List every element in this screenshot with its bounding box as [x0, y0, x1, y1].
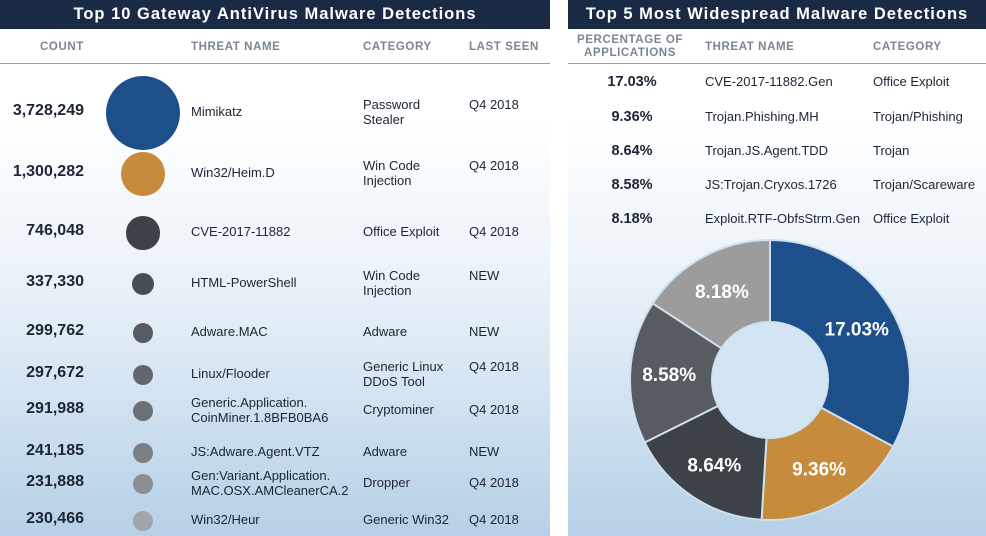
donut-slice: [629, 302, 723, 444]
threat-name: Win32/Heur: [191, 512, 260, 527]
threat-name: Adware.MAC: [191, 324, 268, 339]
last-seen: Q4 2018: [469, 512, 519, 527]
threat-category: Password Stealer: [363, 97, 421, 127]
percentage-value: 9.36%: [611, 109, 653, 125]
threat-category: Generic Linux DDoS Tool: [363, 359, 444, 389]
threat-name-header: THREAT NAME: [191, 41, 281, 53]
threat-name-header: THREAT NAME: [705, 41, 795, 53]
donut-slice-label: 8.58%: [642, 365, 696, 386]
detection-bubble: [132, 400, 154, 422]
last-seen: Q4 2018: [469, 475, 519, 490]
last-seen: Q4 2018: [469, 402, 519, 417]
donut-slice: [760, 406, 895, 521]
percentage-header-line2: APPLICATIONS: [584, 47, 676, 59]
threat-name: Generic.Application. CoinMiner.1.8BFB0BA…: [191, 395, 329, 425]
category-header: CATEGORY: [363, 41, 432, 53]
count-value: 3,728,249: [12, 102, 84, 119]
threat-category: Office Exploit: [873, 74, 950, 89]
category-header: CATEGORY: [873, 41, 942, 53]
top10-title: Top 10 Gateway AntiVirus Malware Detecti…: [0, 0, 550, 29]
threat-name: JS:Trojan.Cryxos.1726: [705, 177, 837, 192]
donut-slice-label: 17.03%: [825, 319, 890, 340]
threat-name: CVE-2017-11882.Gen: [705, 74, 833, 89]
detection-bubble: [106, 76, 180, 150]
percentage-value: 8.64%: [611, 143, 653, 159]
last-seen: NEW: [469, 444, 500, 459]
donut-slice-label: 8.64%: [687, 455, 741, 476]
threat-name: Trojan.JS.Agent.TDD: [705, 143, 829, 158]
threat-name: Mimikatz: [191, 104, 243, 119]
count-value: 746,048: [26, 222, 84, 239]
percentage-value: 17.03%: [607, 74, 657, 90]
count-value: 1,300,282: [12, 163, 84, 180]
count-value: 230,466: [26, 510, 84, 527]
threat-name: Win32/Heim.D: [191, 165, 275, 180]
threat-category: Win Code Injection: [363, 268, 421, 298]
detection-bubble: [133, 443, 153, 463]
detection-bubble: [132, 364, 154, 386]
header-divider: [568, 63, 986, 64]
threat-category: Trojan/Scareware: [873, 177, 976, 192]
donut-slice: [643, 404, 768, 521]
count-value: 231,888: [26, 473, 84, 490]
donut-slice: [651, 238, 771, 350]
percentage-header: PERCENTAGE OF APPLICATIONS: [568, 34, 692, 60]
donut-slice: [769, 238, 911, 448]
donut-slice-label: 9.36%: [792, 459, 846, 480]
threat-name: Exploit.RTF-ObfsStrm.Gen: [705, 211, 861, 226]
count-value: 337,330: [26, 273, 84, 290]
threat-category: Office Exploit: [873, 211, 950, 226]
threat-name: Trojan.Phishing.MH: [705, 109, 819, 124]
threat-category: Trojan/Phishing: [873, 109, 963, 124]
threat-category: Adware: [363, 444, 408, 459]
count-value: 241,185: [26, 442, 84, 459]
threat-name: CVE-2017-11882: [191, 224, 291, 239]
percentage-value: 8.18%: [611, 211, 653, 227]
donut-slice-label: 8.18%: [695, 282, 749, 303]
count-value: 299,762: [26, 322, 84, 339]
percentage-value: 8.58%: [611, 177, 653, 193]
detection-bubble: [131, 272, 155, 296]
donut-hole: [713, 323, 827, 437]
last-seen: Q4 2018: [469, 158, 519, 173]
last-seen: Q4 2018: [469, 97, 519, 112]
detection-bubble: [133, 511, 153, 531]
threat-category: Adware: [363, 324, 408, 339]
count-value: 291,988: [26, 400, 84, 417]
last-seen: Q4 2018: [469, 359, 519, 374]
percentage-header-line1: PERCENTAGE OF: [577, 34, 683, 46]
count-header: COUNT: [40, 41, 84, 53]
threat-category: Office Exploit: [363, 224, 440, 239]
threat-category: Win Code Injection: [363, 158, 421, 188]
threat-name: JS:Adware.Agent.VTZ: [191, 444, 320, 459]
threat-category: Generic Win32: [363, 512, 449, 527]
detection-bubble: [126, 216, 160, 250]
threat-name: HTML-PowerShell: [191, 275, 297, 290]
threat-name: Linux/Flooder: [191, 366, 270, 381]
count-value: 297,672: [26, 364, 84, 381]
threat-category: Dropper: [363, 475, 410, 490]
detection-bubble: [133, 474, 153, 494]
threat-category: Trojan: [873, 143, 910, 158]
last-seen: Q4 2018: [469, 224, 519, 239]
threat-name: Gen:Variant.Application. MAC.OSX.AMClean…: [191, 468, 349, 498]
last-seen: NEW: [469, 324, 500, 339]
last-seen: NEW: [469, 268, 500, 283]
header-divider: [0, 63, 550, 64]
detection-bubble: [132, 322, 154, 344]
detection-bubble: [121, 152, 165, 196]
last-seen-header: LAST SEEN: [469, 41, 539, 53]
threat-category: Cryptominer: [363, 402, 434, 417]
top5-title: Top 5 Most Widespread Malware Detections: [568, 0, 986, 29]
top10-detections-panel: Top 10 Gateway AntiVirus Malware Detecti…: [0, 0, 550, 536]
